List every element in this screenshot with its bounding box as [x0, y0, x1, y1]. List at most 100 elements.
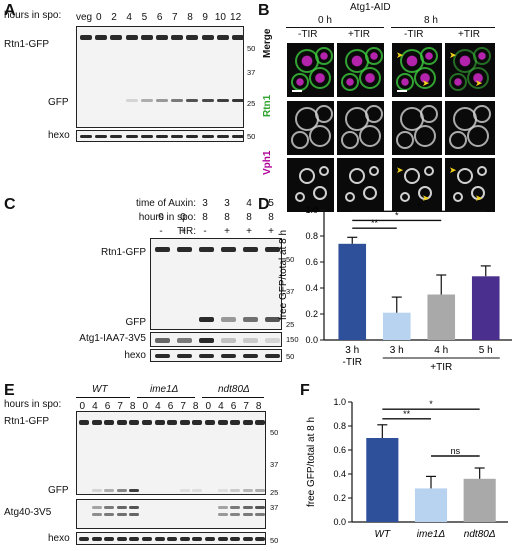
scale-bar [397, 90, 407, 92]
band [129, 420, 140, 425]
micrograph-tile [336, 157, 385, 213]
atg1-aid-title: Atg1-AID [350, 2, 391, 13]
lane-label: 4 [218, 401, 224, 412]
significance-label: * [429, 399, 433, 409]
lane-label: 0 [205, 401, 212, 412]
band [171, 135, 184, 138]
lane-label: 6 [104, 401, 111, 412]
band [104, 506, 115, 509]
arrowhead-icon: ➤ [475, 193, 483, 203]
micrograph-tile [444, 100, 496, 156]
lane-label: 12 [230, 12, 242, 23]
significance-label: * [417, 201, 421, 211]
band [186, 99, 199, 102]
lane-label: 6 [230, 401, 237, 412]
band [129, 506, 140, 509]
cell-shape [299, 168, 315, 184]
cell-shape [467, 67, 489, 89]
band [129, 489, 140, 492]
blot-e-atg40 [76, 499, 266, 529]
band [91, 420, 102, 425]
significance-label: ** [371, 218, 379, 228]
arrowhead-icon: ➤ [422, 78, 430, 88]
cell-shape [477, 166, 487, 176]
micrograph-tile: ➤ ➤ [444, 42, 496, 98]
lane-label: 0 [180, 212, 186, 223]
band [242, 513, 253, 516]
cond-tir-plus-8h: +TIR [458, 29, 480, 40]
cell-shape [449, 73, 467, 91]
cell-shape [396, 73, 414, 91]
band [155, 338, 170, 343]
blot-e-gfp [76, 411, 266, 495]
band [199, 317, 214, 322]
rtn1-gfp-label-c: Rtn1-GFP [100, 247, 146, 258]
band [95, 35, 108, 40]
lane-label: + [224, 226, 230, 237]
band [221, 247, 236, 252]
band [186, 35, 199, 40]
mw-50b-e: 50 [270, 536, 279, 545]
panel-label-a: A [4, 2, 16, 19]
band [129, 537, 140, 541]
cell-shape [349, 168, 365, 184]
lane-label: veg [76, 12, 93, 23]
mw-50-a: 50 [247, 44, 256, 53]
bar [463, 478, 496, 522]
y-axis-label: free GFP/total at 8 h [306, 417, 317, 507]
band [140, 99, 153, 102]
blot-a-gfp [76, 26, 244, 128]
mw-50-e: 50 [270, 428, 279, 437]
band [125, 35, 138, 40]
band [265, 338, 280, 343]
lane-label: 7 [243, 401, 249, 412]
band [230, 537, 241, 541]
band [230, 506, 241, 509]
mw-25-e: 25 [270, 488, 279, 497]
tir-label-c: TIR: [177, 226, 196, 237]
cell-shape [295, 192, 305, 202]
band [177, 338, 192, 343]
band [265, 317, 280, 322]
band [217, 506, 228, 509]
band [110, 135, 123, 138]
cell-shape [449, 131, 467, 149]
mw-50-c: 50 [286, 255, 295, 264]
lane-label: 0 [158, 212, 164, 223]
band [79, 420, 89, 425]
arrowhead-icon: ➤ [396, 50, 404, 60]
blot-c-atg1 [150, 332, 282, 347]
hours-in-spo-label-c: hours in spo: [138, 212, 196, 223]
band [205, 537, 215, 541]
x-tick-label: 3 h [345, 345, 359, 356]
mw-37-a: 37 [247, 68, 256, 77]
gfp-label-e: GFP [48, 485, 69, 496]
band [242, 506, 253, 509]
lane-label: 6 [156, 12, 163, 23]
lane-label: 7 [117, 401, 123, 412]
scale-bar [292, 90, 302, 92]
band [255, 513, 266, 516]
band [179, 420, 190, 425]
lane-label: + [268, 226, 274, 237]
y-tick-label: 0.0 [305, 335, 318, 345]
micrograph-tile: ➤ ➤ [391, 42, 443, 98]
row-label-rtn1: Rtn1 [262, 94, 273, 117]
micrograph-tile [391, 100, 443, 156]
cell-shape [473, 47, 491, 65]
band [216, 99, 229, 102]
cell-shape [365, 105, 383, 123]
blot-c-gfp [150, 238, 282, 330]
band [171, 35, 184, 40]
band [199, 338, 214, 343]
band [255, 506, 266, 509]
y-tick-label: 0.0 [333, 517, 346, 527]
lane-label: 0 [96, 12, 102, 23]
blot-a-hexo [76, 130, 244, 142]
band [155, 247, 170, 252]
bar [427, 294, 456, 340]
band [217, 513, 228, 516]
band [243, 354, 258, 358]
band [91, 489, 102, 492]
